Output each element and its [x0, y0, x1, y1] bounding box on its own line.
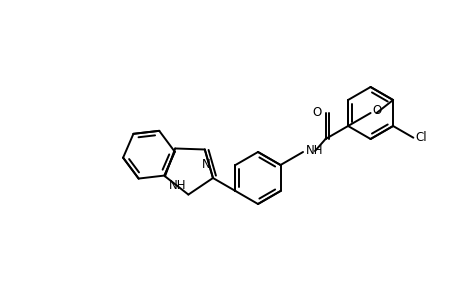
Text: NH: NH [305, 145, 323, 158]
Text: N: N [201, 158, 210, 170]
Text: Cl: Cl [414, 131, 426, 144]
Text: O: O [372, 103, 381, 116]
Text: O: O [312, 106, 321, 118]
Text: NH: NH [168, 178, 186, 192]
